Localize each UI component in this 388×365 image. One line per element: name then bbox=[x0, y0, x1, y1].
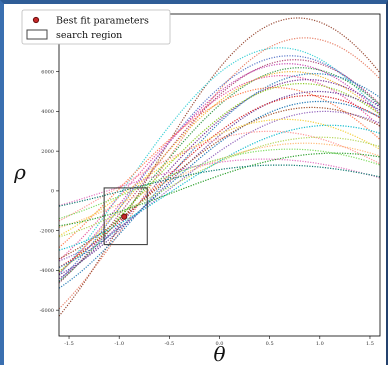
series-line-9 bbox=[58, 75, 381, 262]
y-tick-label-3: 2000 bbox=[41, 149, 54, 155]
x-axis-label: θ bbox=[213, 342, 225, 365]
series-line-14 bbox=[58, 94, 381, 268]
series-line-4 bbox=[58, 59, 381, 284]
x-tick-label-3: 0.0 bbox=[216, 341, 224, 347]
series-line-26 bbox=[58, 164, 381, 207]
y-axis-label: ρ bbox=[13, 160, 26, 184]
y-tick-label-7: -6000 bbox=[40, 308, 54, 314]
series-line-8 bbox=[58, 72, 381, 289]
series-line-21 bbox=[58, 136, 381, 238]
series-line-19 bbox=[58, 124, 381, 251]
y-tick-label-6: -4000 bbox=[40, 268, 54, 274]
series-line-10 bbox=[58, 78, 381, 280]
series-line-0 bbox=[58, 37, 381, 310]
series-line-15 bbox=[58, 100, 381, 269]
x-tick-label-6: 1.5 bbox=[366, 341, 374, 347]
x-tick-label-0: -1.5 bbox=[64, 341, 74, 347]
series-line-3 bbox=[58, 55, 381, 282]
x-tick-label-4: 0.5 bbox=[266, 341, 274, 347]
series-line-24 bbox=[58, 152, 381, 227]
series-line-2 bbox=[58, 47, 381, 276]
series-line-18 bbox=[58, 118, 381, 237]
x-axis-ticks: -1.5 -1.0 -0.5 0.0 0.5 1.0 1.5 bbox=[64, 336, 374, 347]
legend: Best fit parameters search region bbox=[21, 9, 171, 45]
plot-area-frame bbox=[58, 13, 381, 337]
y-axis-ticks: 80006000400020000-2000-4000-6000 bbox=[40, 30, 59, 314]
x-tick-label-1: -1.0 bbox=[114, 341, 124, 347]
legend-box bbox=[21, 9, 171, 45]
legend-search-region-icon bbox=[26, 29, 48, 40]
legend-search-region-label: search region bbox=[56, 30, 122, 41]
series-line-17 bbox=[58, 110, 381, 262]
best-fit-marker bbox=[121, 213, 128, 220]
series-line-22 bbox=[58, 142, 381, 229]
y-tick-label-4: 0 bbox=[51, 189, 54, 195]
y-tick-label-1: 6000 bbox=[41, 69, 54, 75]
series-line-1 bbox=[58, 17, 381, 317]
legend-best-fit-icon bbox=[32, 16, 40, 24]
y-tick-label-5: -2000 bbox=[40, 228, 54, 234]
legend-best-fit-label: Best fit parameters bbox=[56, 16, 149, 27]
series-line-13 bbox=[58, 90, 381, 276]
x-tick-label-5: 1.0 bbox=[316, 341, 324, 347]
series-line-23 bbox=[58, 148, 381, 220]
series-line-7 bbox=[58, 70, 381, 273]
x-tick-label-2: -0.5 bbox=[165, 341, 175, 347]
y-tick-label-2: 4000 bbox=[41, 109, 54, 115]
series-line-16 bbox=[58, 106, 381, 260]
series-line-6 bbox=[58, 67, 381, 283]
series-line-11 bbox=[58, 83, 381, 272]
series-line-25 bbox=[58, 158, 381, 207]
series-line-20 bbox=[58, 130, 381, 222]
series-curves bbox=[58, 17, 381, 317]
search-region-rect bbox=[103, 187, 148, 246]
